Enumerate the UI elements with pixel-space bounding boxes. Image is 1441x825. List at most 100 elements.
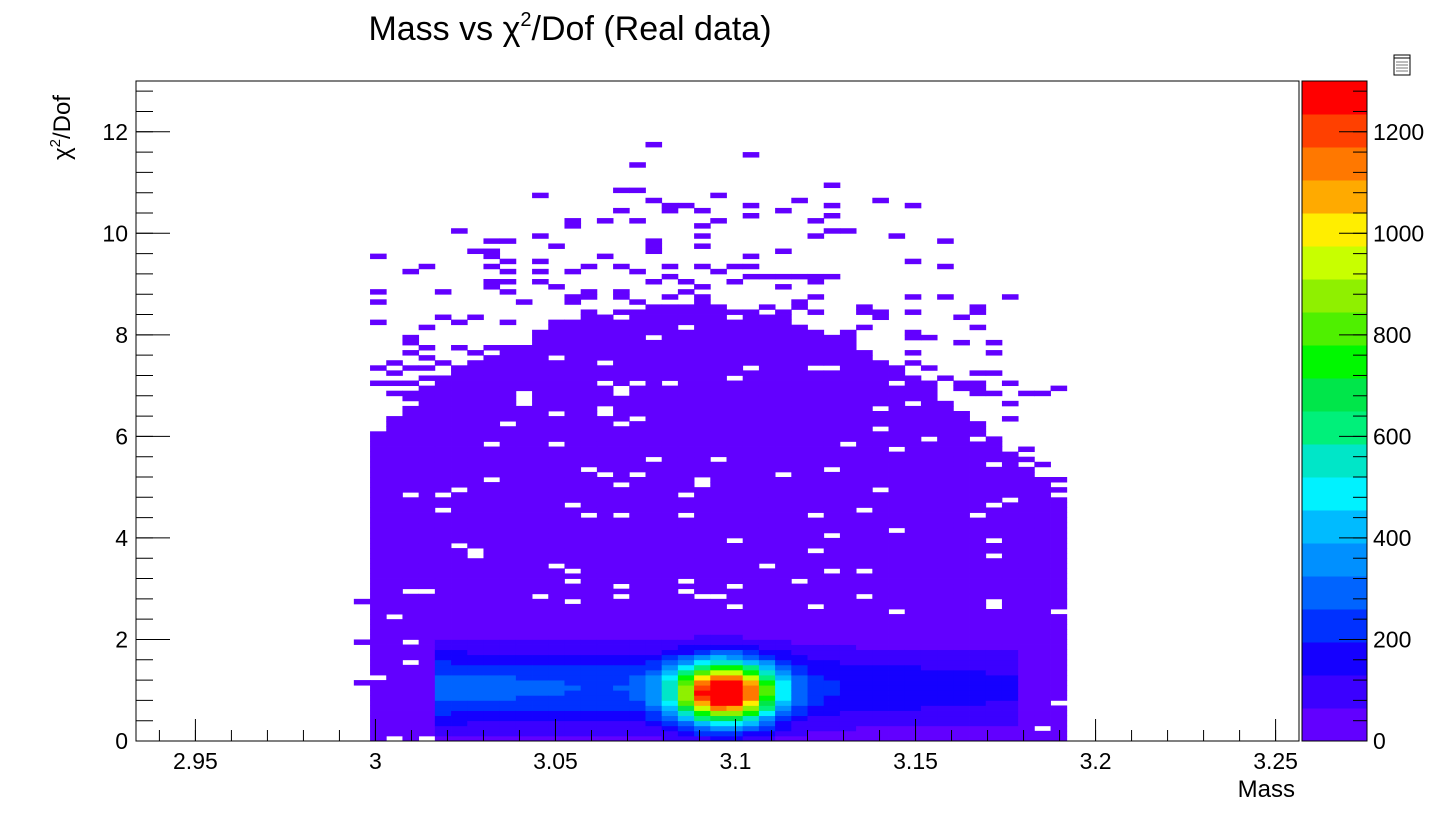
heatmap-cell bbox=[888, 629, 906, 635]
heatmap-cell bbox=[386, 609, 403, 615]
heatmap-cell bbox=[758, 690, 776, 696]
heatmap-cell bbox=[1050, 690, 1068, 696]
heatmap-cell bbox=[499, 675, 517, 681]
heatmap-cell bbox=[677, 629, 695, 635]
heatmap-cell bbox=[904, 639, 922, 645]
heatmap-cell bbox=[370, 253, 387, 260]
heatmap-cell bbox=[1001, 654, 1019, 661]
heatmap-cell bbox=[823, 339, 841, 346]
heatmap-cell bbox=[937, 294, 954, 300]
heatmap-cell bbox=[985, 477, 1003, 483]
heatmap-cell bbox=[758, 416, 776, 422]
heatmap-cell bbox=[904, 517, 922, 524]
heatmap-cell bbox=[872, 690, 889, 696]
heatmap-cell bbox=[629, 370, 646, 376]
heatmap-cell bbox=[969, 517, 987, 524]
heatmap-cell bbox=[418, 695, 436, 701]
heatmap-cell bbox=[888, 690, 906, 696]
heatmap-cell bbox=[920, 568, 938, 574]
heatmap-cell bbox=[499, 603, 517, 610]
heatmap-cell bbox=[613, 370, 630, 376]
heatmap-cell bbox=[370, 502, 387, 508]
heatmap-cell bbox=[434, 400, 452, 407]
x-tick-label: 3 bbox=[369, 748, 382, 774]
heatmap-cell bbox=[872, 507, 889, 513]
heatmap-cell bbox=[467, 248, 484, 255]
heatmap-cell bbox=[839, 527, 857, 534]
heatmap-cell bbox=[1050, 502, 1068, 508]
heatmap-cell bbox=[1050, 477, 1068, 483]
heatmap-cell bbox=[920, 715, 938, 722]
heatmap-cell bbox=[548, 624, 565, 630]
heatmap-cell bbox=[580, 314, 598, 321]
heatmap-cell bbox=[596, 350, 614, 356]
heatmap-cell bbox=[515, 664, 533, 671]
heatmap-cell bbox=[726, 715, 744, 722]
heatmap-cell bbox=[467, 573, 484, 579]
heatmap-cell bbox=[386, 649, 403, 656]
heatmap-cell bbox=[758, 405, 776, 412]
heatmap-cell bbox=[434, 695, 452, 701]
heatmap-cell bbox=[434, 405, 452, 412]
heatmap-cell bbox=[742, 512, 760, 519]
heatmap-cell bbox=[434, 578, 452, 585]
heatmap-cell bbox=[580, 329, 598, 336]
heatmap-cell bbox=[386, 598, 403, 605]
heatmap-cell bbox=[726, 319, 744, 326]
heatmap-cell bbox=[1050, 720, 1068, 727]
heatmap-cell bbox=[386, 497, 403, 503]
heatmap-cell bbox=[694, 309, 711, 315]
heatmap-cell bbox=[645, 243, 663, 249]
heatmap-cell bbox=[532, 532, 549, 539]
heatmap-cell bbox=[856, 451, 873, 458]
heatmap-cell bbox=[888, 543, 906, 549]
heatmap-cell bbox=[710, 583, 727, 590]
heatmap-cell bbox=[451, 400, 468, 407]
heatmap-cell bbox=[418, 710, 436, 717]
heatmap-cell bbox=[451, 522, 468, 529]
heatmap-cell bbox=[920, 482, 938, 488]
heatmap-cell bbox=[499, 512, 517, 519]
heatmap-cell bbox=[564, 324, 582, 331]
heatmap-cell bbox=[758, 390, 776, 397]
heatmap-cell bbox=[451, 466, 468, 473]
heatmap-cell bbox=[645, 537, 663, 544]
heatmap-cell bbox=[1001, 512, 1019, 519]
heatmap-cell bbox=[742, 598, 760, 605]
heatmap-cell bbox=[920, 690, 938, 696]
heatmap-cell bbox=[613, 634, 630, 640]
heatmap-cell bbox=[580, 669, 598, 676]
heatmap-cell bbox=[904, 654, 922, 661]
heatmap-cell bbox=[726, 730, 744, 737]
heatmap-cell bbox=[402, 451, 420, 458]
palette-swatch bbox=[1302, 510, 1367, 544]
heatmap-cell bbox=[758, 603, 776, 610]
heatmap-cell bbox=[548, 517, 565, 524]
heatmap-cell bbox=[969, 492, 987, 498]
heatmap-cell bbox=[985, 583, 1003, 590]
heatmap-cell bbox=[872, 441, 889, 447]
heatmap-cell bbox=[402, 512, 420, 519]
heatmap-cell bbox=[953, 471, 970, 478]
heatmap-cell bbox=[823, 537, 841, 544]
heatmap-cell bbox=[629, 609, 646, 615]
heatmap-cell bbox=[677, 624, 695, 630]
heatmap-cell bbox=[629, 624, 646, 630]
heatmap-cell bbox=[742, 416, 760, 422]
heatmap-cell bbox=[645, 568, 663, 574]
stats-box-icon[interactable] bbox=[1393, 54, 1411, 76]
heatmap-cell bbox=[937, 416, 954, 422]
heatmap-cell bbox=[758, 395, 776, 402]
heatmap-cell bbox=[694, 471, 711, 478]
heatmap-cell bbox=[661, 675, 679, 681]
heatmap-cell bbox=[904, 573, 922, 579]
heatmap-cell bbox=[613, 527, 630, 534]
heatmap-cell bbox=[1001, 568, 1019, 574]
heatmap-cell bbox=[823, 228, 841, 234]
heatmap-cell bbox=[742, 202, 760, 209]
heatmap-cell bbox=[856, 680, 873, 686]
heatmap-cell bbox=[370, 609, 387, 615]
heatmap-cell bbox=[434, 629, 452, 635]
heatmap-cell bbox=[483, 685, 501, 691]
heatmap-cell bbox=[937, 497, 954, 503]
